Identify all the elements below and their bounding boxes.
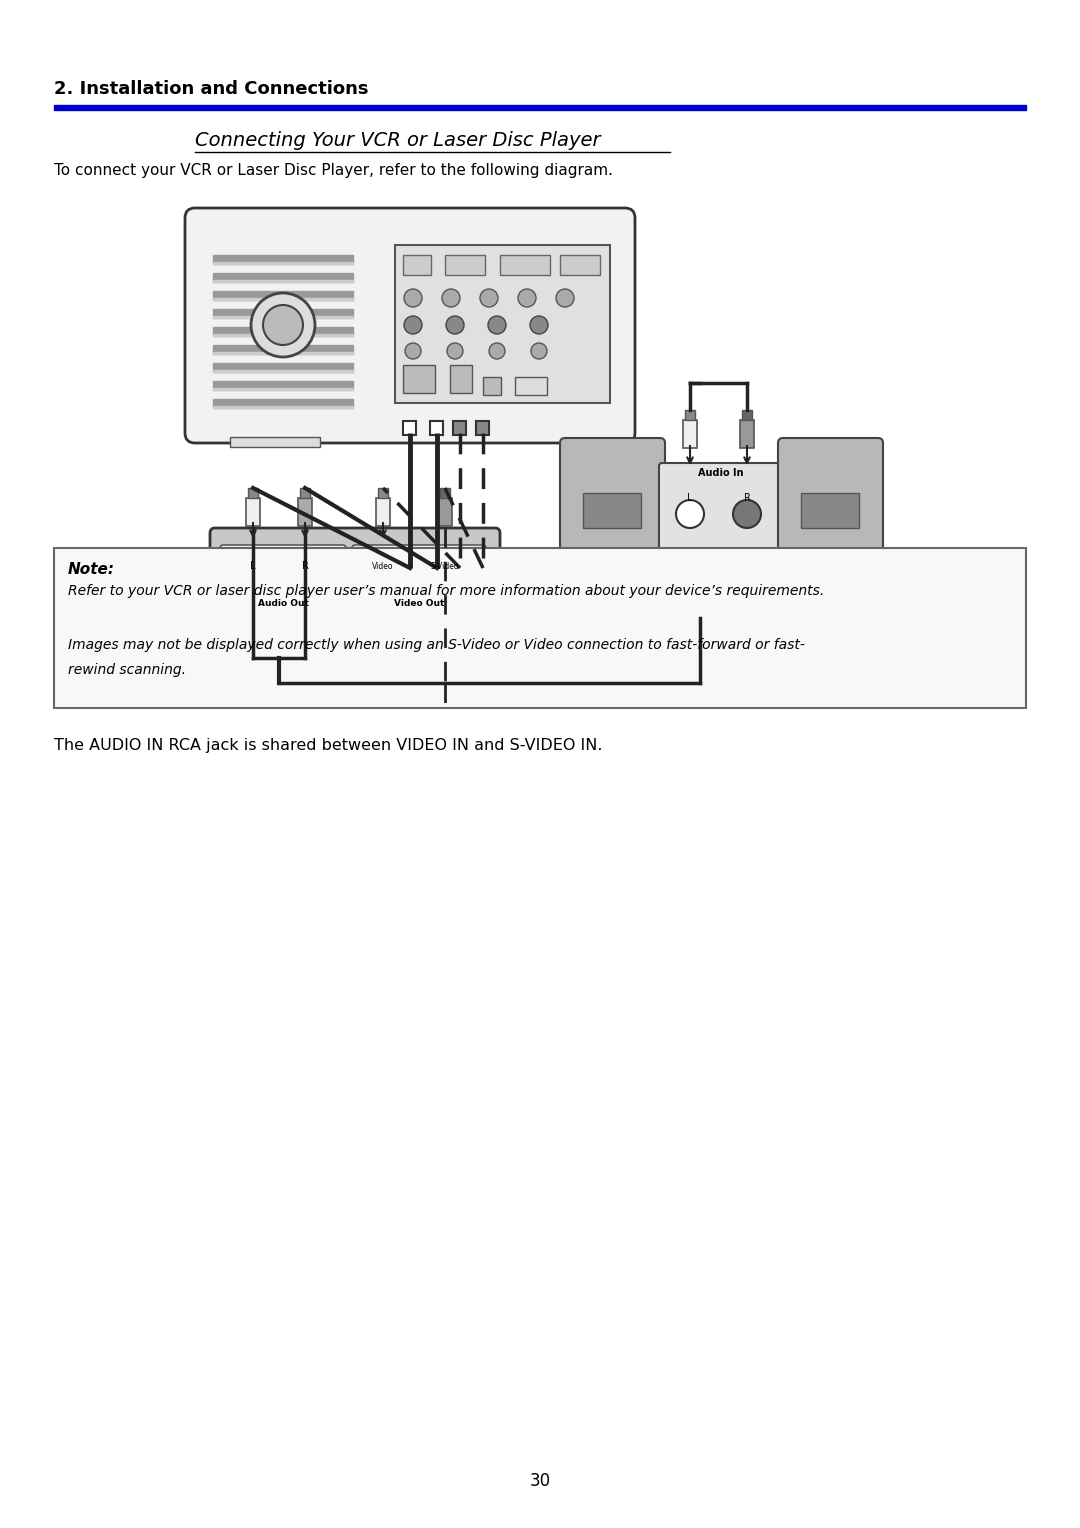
FancyBboxPatch shape bbox=[659, 463, 783, 552]
Bar bbox=[213, 255, 353, 264]
Bar bbox=[445, 255, 485, 275]
FancyBboxPatch shape bbox=[210, 529, 500, 633]
Circle shape bbox=[442, 289, 460, 307]
Bar bbox=[403, 422, 416, 435]
Bar bbox=[54, 105, 1026, 110]
Bar bbox=[213, 309, 353, 318]
Bar bbox=[515, 377, 546, 396]
Bar bbox=[213, 316, 353, 318]
Circle shape bbox=[480, 289, 498, 307]
Bar bbox=[685, 410, 696, 420]
Bar bbox=[430, 422, 443, 435]
FancyBboxPatch shape bbox=[561, 439, 665, 562]
Circle shape bbox=[556, 289, 573, 307]
Circle shape bbox=[733, 500, 761, 529]
Bar bbox=[453, 422, 465, 435]
Bar bbox=[476, 422, 489, 435]
Circle shape bbox=[239, 565, 267, 594]
Circle shape bbox=[251, 293, 315, 358]
Text: R: R bbox=[301, 561, 309, 571]
Text: rewind scanning.: rewind scanning. bbox=[68, 663, 186, 677]
Text: Video Out: Video Out bbox=[394, 599, 444, 608]
Bar bbox=[213, 370, 353, 371]
Text: Video: Video bbox=[373, 561, 394, 570]
Bar bbox=[583, 494, 642, 529]
Bar bbox=[213, 351, 353, 354]
Bar bbox=[740, 420, 754, 448]
FancyBboxPatch shape bbox=[352, 545, 486, 623]
Bar bbox=[213, 406, 353, 408]
Bar bbox=[376, 498, 390, 526]
Bar bbox=[213, 298, 353, 299]
Bar bbox=[450, 365, 472, 393]
Circle shape bbox=[431, 565, 459, 594]
Bar bbox=[438, 498, 453, 526]
Circle shape bbox=[489, 342, 505, 359]
Text: Refer to your VCR or laser disc player user’s manual for more information about : Refer to your VCR or laser disc player u… bbox=[68, 584, 824, 597]
Bar bbox=[213, 327, 353, 336]
Circle shape bbox=[676, 500, 704, 529]
Text: Images may not be displayed correctly when using an S-Video or Video connection : Images may not be displayed correctly wh… bbox=[68, 639, 805, 652]
Bar bbox=[403, 255, 431, 275]
Bar bbox=[500, 255, 550, 275]
Text: 2. Installation and Connections: 2. Installation and Connections bbox=[54, 79, 368, 98]
Bar bbox=[213, 274, 353, 283]
FancyBboxPatch shape bbox=[778, 439, 883, 562]
Bar bbox=[213, 290, 353, 299]
Text: To connect your VCR or Laser Disc Player, refer to the following diagram.: To connect your VCR or Laser Disc Player… bbox=[54, 163, 613, 177]
Circle shape bbox=[488, 316, 507, 335]
Bar bbox=[213, 280, 353, 283]
Bar bbox=[230, 437, 320, 448]
Bar bbox=[213, 335, 353, 336]
Bar bbox=[801, 494, 859, 529]
Circle shape bbox=[530, 316, 548, 335]
Circle shape bbox=[531, 342, 546, 359]
Text: Audio In: Audio In bbox=[699, 468, 744, 478]
Bar bbox=[298, 498, 312, 526]
Circle shape bbox=[518, 289, 536, 307]
Text: S-Video: S-Video bbox=[431, 561, 459, 570]
Bar bbox=[213, 388, 353, 390]
Text: Connecting Your VCR or Laser Disc Player: Connecting Your VCR or Laser Disc Player bbox=[195, 131, 600, 150]
Bar bbox=[213, 261, 353, 264]
Bar bbox=[300, 487, 310, 498]
Bar bbox=[213, 380, 353, 390]
Text: L: L bbox=[251, 561, 256, 571]
Text: Audio Out: Audio Out bbox=[257, 599, 309, 608]
Circle shape bbox=[446, 316, 464, 335]
Bar bbox=[213, 345, 353, 354]
Circle shape bbox=[369, 565, 397, 594]
Bar bbox=[742, 410, 752, 420]
Bar bbox=[213, 399, 353, 408]
Text: R: R bbox=[743, 494, 751, 503]
Circle shape bbox=[404, 316, 422, 335]
FancyBboxPatch shape bbox=[185, 208, 635, 443]
FancyBboxPatch shape bbox=[220, 545, 346, 623]
Bar bbox=[561, 255, 600, 275]
Bar bbox=[378, 487, 388, 498]
Bar bbox=[213, 364, 353, 371]
Bar bbox=[395, 244, 610, 403]
Bar bbox=[683, 420, 697, 448]
Circle shape bbox=[404, 289, 422, 307]
Bar bbox=[246, 498, 260, 526]
Bar bbox=[440, 487, 450, 498]
Circle shape bbox=[291, 565, 319, 594]
Circle shape bbox=[405, 342, 421, 359]
Bar bbox=[248, 487, 258, 498]
Bar bbox=[54, 549, 1026, 707]
Bar bbox=[403, 365, 435, 393]
Text: Note:: Note: bbox=[68, 562, 114, 578]
Text: 30: 30 bbox=[529, 1471, 551, 1490]
Circle shape bbox=[264, 306, 303, 345]
Text: L: L bbox=[687, 494, 692, 503]
Text: The AUDIO IN RCA jack is shared between VIDEO IN and S-VIDEO IN.: The AUDIO IN RCA jack is shared between … bbox=[54, 738, 603, 753]
Circle shape bbox=[447, 342, 463, 359]
Bar bbox=[483, 377, 501, 396]
